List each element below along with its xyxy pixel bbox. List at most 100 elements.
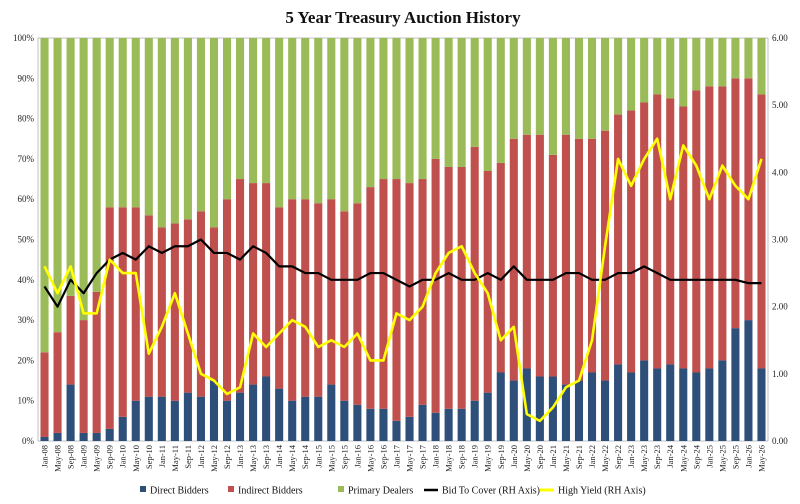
bar-direct-bidders-43 xyxy=(601,380,610,441)
bar-indirect-bidders-3 xyxy=(79,320,88,433)
x-tick-label: Sep-15 xyxy=(339,445,349,469)
x-tick-label: May-16 xyxy=(365,445,375,472)
bar-primary-dealers-51 xyxy=(705,38,714,87)
bar-direct-bidders-6 xyxy=(118,416,127,441)
bar-primary-dealers-8 xyxy=(144,38,153,216)
right-tick-label: 5.00 xyxy=(772,100,788,110)
x-tick-label: Jan-10 xyxy=(118,445,128,468)
line-series-group xyxy=(43,137,763,423)
x-tick-label: Jan-12 xyxy=(196,445,206,468)
bar-indirect-bidders-51 xyxy=(705,86,714,369)
x-tick-label: Jan-16 xyxy=(352,445,362,468)
x-tick-label: Jan-17 xyxy=(392,445,402,468)
x-tick-label: Sep-17 xyxy=(418,445,428,469)
bar-indirect-bidders-23 xyxy=(340,211,349,401)
bar-primary-dealers-25 xyxy=(366,38,375,188)
bar-direct-bidders-35 xyxy=(496,372,505,441)
bar-direct-bidders-16 xyxy=(249,384,258,441)
bar-primary-dealers-29 xyxy=(418,38,427,180)
bar-indirect-bidders-21 xyxy=(314,203,323,397)
bar-direct-bidders-53 xyxy=(731,328,740,441)
bar-direct-bidders-44 xyxy=(614,364,623,441)
bar-indirect-bidders-22 xyxy=(327,199,336,385)
bar-direct-bidders-51 xyxy=(705,368,714,441)
x-tick-label: Jan-15 xyxy=(313,445,323,468)
x-tick-label: May-10 xyxy=(131,445,141,472)
bar-primary-dealers-23 xyxy=(340,38,349,212)
bar-direct-bidders-17 xyxy=(262,376,271,441)
bar-direct-bidders-30 xyxy=(431,412,440,441)
bar-direct-bidders-23 xyxy=(340,400,349,441)
x-tick-label: May-22 xyxy=(600,445,610,472)
legend-swatch xyxy=(338,486,344,492)
bar-direct-bidders-27 xyxy=(392,420,401,441)
right-tick-label: 0.00 xyxy=(772,436,788,446)
bar-primary-dealers-6 xyxy=(118,38,127,208)
bar-primary-dealers-18 xyxy=(275,38,284,208)
bar-primary-dealers-33 xyxy=(470,38,479,147)
bar-indirect-bidders-31 xyxy=(444,166,453,409)
bar-indirect-bidders-15 xyxy=(236,179,245,393)
x-tick-label: May-21 xyxy=(561,445,571,472)
bar-direct-bidders-46 xyxy=(640,360,649,441)
bar-indirect-bidders-12 xyxy=(196,211,205,397)
bar-primary-dealers-26 xyxy=(379,38,388,180)
bar-indirect-bidders-49 xyxy=(679,106,688,369)
bar-primary-dealers-39 xyxy=(548,38,557,155)
bar-primary-dealers-4 xyxy=(92,38,101,292)
bar-direct-bidders-18 xyxy=(275,388,284,441)
bar-indirect-bidders-20 xyxy=(301,199,310,397)
x-tick-label: Sep-23 xyxy=(652,445,662,469)
legend-label: Primary Dealers xyxy=(348,486,413,497)
bar-direct-bidders-31 xyxy=(444,408,453,441)
bar-direct-bidders-0 xyxy=(40,436,49,441)
x-tick-label: May-23 xyxy=(639,445,649,472)
bar-primary-dealers-44 xyxy=(614,38,623,115)
bar-primary-dealers-10 xyxy=(170,38,179,224)
bar-direct-bidders-12 xyxy=(196,396,205,441)
bar-indirect-bidders-25 xyxy=(366,187,375,409)
bar-direct-bidders-50 xyxy=(692,372,701,441)
bar-direct-bidders-40 xyxy=(561,384,570,441)
bar-indirect-bidders-29 xyxy=(418,179,427,405)
bar-indirect-bidders-39 xyxy=(548,154,557,377)
x-tick-label: May-26 xyxy=(757,445,767,472)
bar-primary-dealers-30 xyxy=(431,38,440,159)
bar-direct-bidders-7 xyxy=(131,400,140,441)
bar-indirect-bidders-11 xyxy=(183,219,192,393)
bar-series-group xyxy=(40,38,766,441)
bar-indirect-bidders-26 xyxy=(379,179,388,409)
bar-primary-dealers-35 xyxy=(496,38,505,163)
bar-indirect-bidders-38 xyxy=(535,134,544,377)
bar-primary-dealers-0 xyxy=(40,38,49,353)
bar-direct-bidders-2 xyxy=(66,384,75,441)
left-tick-label: 0% xyxy=(22,436,35,446)
bar-primary-dealers-50 xyxy=(692,38,701,91)
bar-direct-bidders-19 xyxy=(288,400,297,441)
bar-indirect-bidders-41 xyxy=(574,138,584,381)
bar-primary-dealers-45 xyxy=(627,38,636,111)
bar-indirect-bidders-48 xyxy=(666,98,675,365)
bar-indirect-bidders-44 xyxy=(614,114,623,365)
x-tick-label: Jan-24 xyxy=(665,444,675,467)
line-high-yield-rh-axis- xyxy=(43,137,763,423)
bar-direct-bidders-33 xyxy=(470,400,479,441)
bar-primary-dealers-46 xyxy=(640,38,649,103)
bar-primary-dealers-16 xyxy=(249,38,258,184)
bar-primary-dealers-32 xyxy=(457,38,466,167)
bar-primary-dealers-20 xyxy=(301,38,310,200)
bar-indirect-bidders-34 xyxy=(483,170,492,393)
x-tick-label: Sep-14 xyxy=(300,444,310,469)
legend-label: High Yield (RH Axis) xyxy=(558,486,646,497)
bar-primary-dealers-3 xyxy=(79,38,88,321)
bar-primary-dealers-41 xyxy=(574,38,584,139)
bar-indirect-bidders-37 xyxy=(522,134,531,369)
bar-primary-dealers-52 xyxy=(718,38,727,87)
bar-primary-dealers-1 xyxy=(53,38,62,333)
legend-label: Bid To Cover (RH Axis) xyxy=(442,486,540,497)
legend-swatch xyxy=(228,486,234,492)
bar-indirect-bidders-40 xyxy=(561,134,570,385)
bar-indirect-bidders-42 xyxy=(587,138,597,373)
bar-primary-dealers-48 xyxy=(666,38,675,99)
x-tick-label: Jan-25 xyxy=(704,445,714,468)
